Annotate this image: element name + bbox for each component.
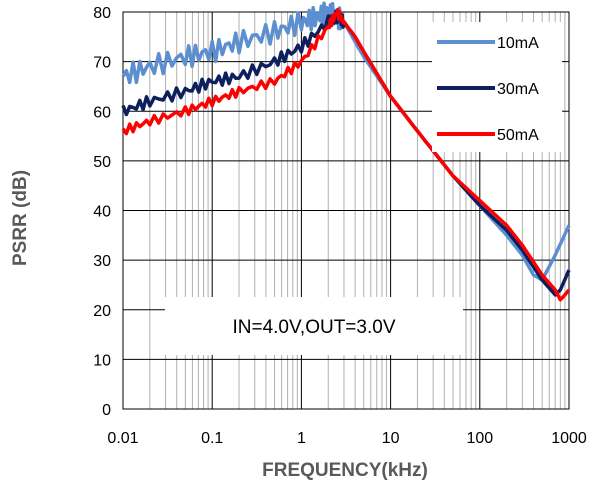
y-tick-label: 60 bbox=[93, 104, 111, 121]
x-axis-title: FREQUENCY(kHz) bbox=[262, 460, 428, 481]
y-tick-label: 10 bbox=[93, 352, 111, 369]
x-tick-label: 10 bbox=[382, 430, 400, 447]
plot-frame bbox=[122, 11, 570, 410]
series-lines bbox=[121, 1, 571, 302]
legend: 10mA 30mA 50mA bbox=[432, 22, 562, 152]
annotation-text: IN=4.0V,OUT=3.0V bbox=[232, 317, 395, 338]
x-tick-label: 100 bbox=[466, 430, 493, 447]
y-tick-labels: 0 10 20 30 40 50 60 70 80 bbox=[93, 5, 111, 419]
x-tick-label: 0.01 bbox=[107, 430, 138, 447]
annotation-box bbox=[165, 297, 463, 355]
y-tick-label: 20 bbox=[93, 303, 111, 320]
y-tick-label: 0 bbox=[102, 402, 111, 419]
x-tick-label: 0.1 bbox=[201, 430, 223, 447]
series-line-50mA bbox=[121, 7, 571, 302]
x-tick-labels: 0.01 0.1 1 10 100 1000 bbox=[107, 430, 586, 447]
y-tick-label: 80 bbox=[93, 5, 111, 22]
y-tick-label: 70 bbox=[93, 55, 111, 72]
series-line-10mA bbox=[121, 1, 571, 282]
legend-label-30mA: 30mA bbox=[497, 81, 539, 98]
x-tick-label: 1 bbox=[297, 430, 306, 447]
y-axis-title: PSRR (dB) bbox=[10, 170, 31, 266]
y-tick-label: 30 bbox=[93, 253, 111, 270]
legend-label-10mA: 10mA bbox=[497, 35, 539, 52]
x-tick-label: 1000 bbox=[551, 430, 587, 447]
y-tick-label: 50 bbox=[93, 154, 111, 171]
y-tick-label: 40 bbox=[93, 204, 111, 221]
plot-border bbox=[122, 11, 570, 410]
legend-label-50mA: 50mA bbox=[497, 127, 539, 144]
